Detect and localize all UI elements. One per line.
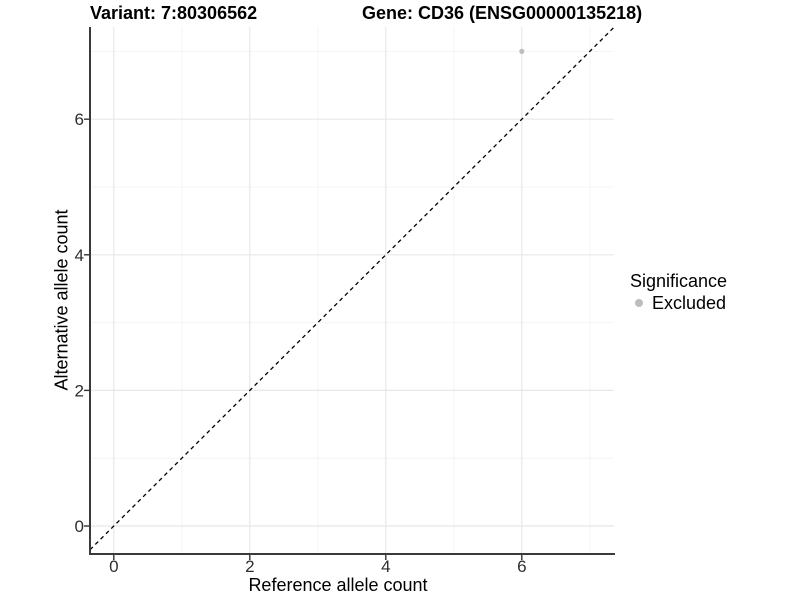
legend-key: [630, 299, 648, 307]
identity-line: [89, 26, 615, 551]
legend-item-excluded: Excluded: [630, 293, 727, 313]
data-point: [519, 48, 525, 55]
x-tick-label: 2: [245, 557, 254, 576]
legend: Significance Excluded: [630, 271, 727, 313]
legend-title: Significance: [630, 271, 728, 291]
x-axis-title: Reference allele count: [248, 575, 428, 595]
plot-title-variant: Variant: 7:80306562: [90, 3, 258, 23]
y-tick-label: 2: [75, 381, 84, 400]
excluded-point-icon: [635, 299, 643, 307]
y-axis-title: Alternative allele count: [51, 209, 72, 391]
x-tick-label: 4: [381, 557, 390, 576]
x-tick-label: 6: [517, 557, 526, 576]
y-tick-label: 0: [75, 517, 84, 536]
plot-title-gene: Gene: CD36 (ENSG00000135218): [362, 3, 643, 23]
legend-item-label: Excluded: [652, 293, 727, 313]
x-tick-label: 0: [109, 557, 118, 576]
y-tick-label: 4: [75, 246, 84, 265]
y-tick-label: 6: [75, 110, 84, 129]
